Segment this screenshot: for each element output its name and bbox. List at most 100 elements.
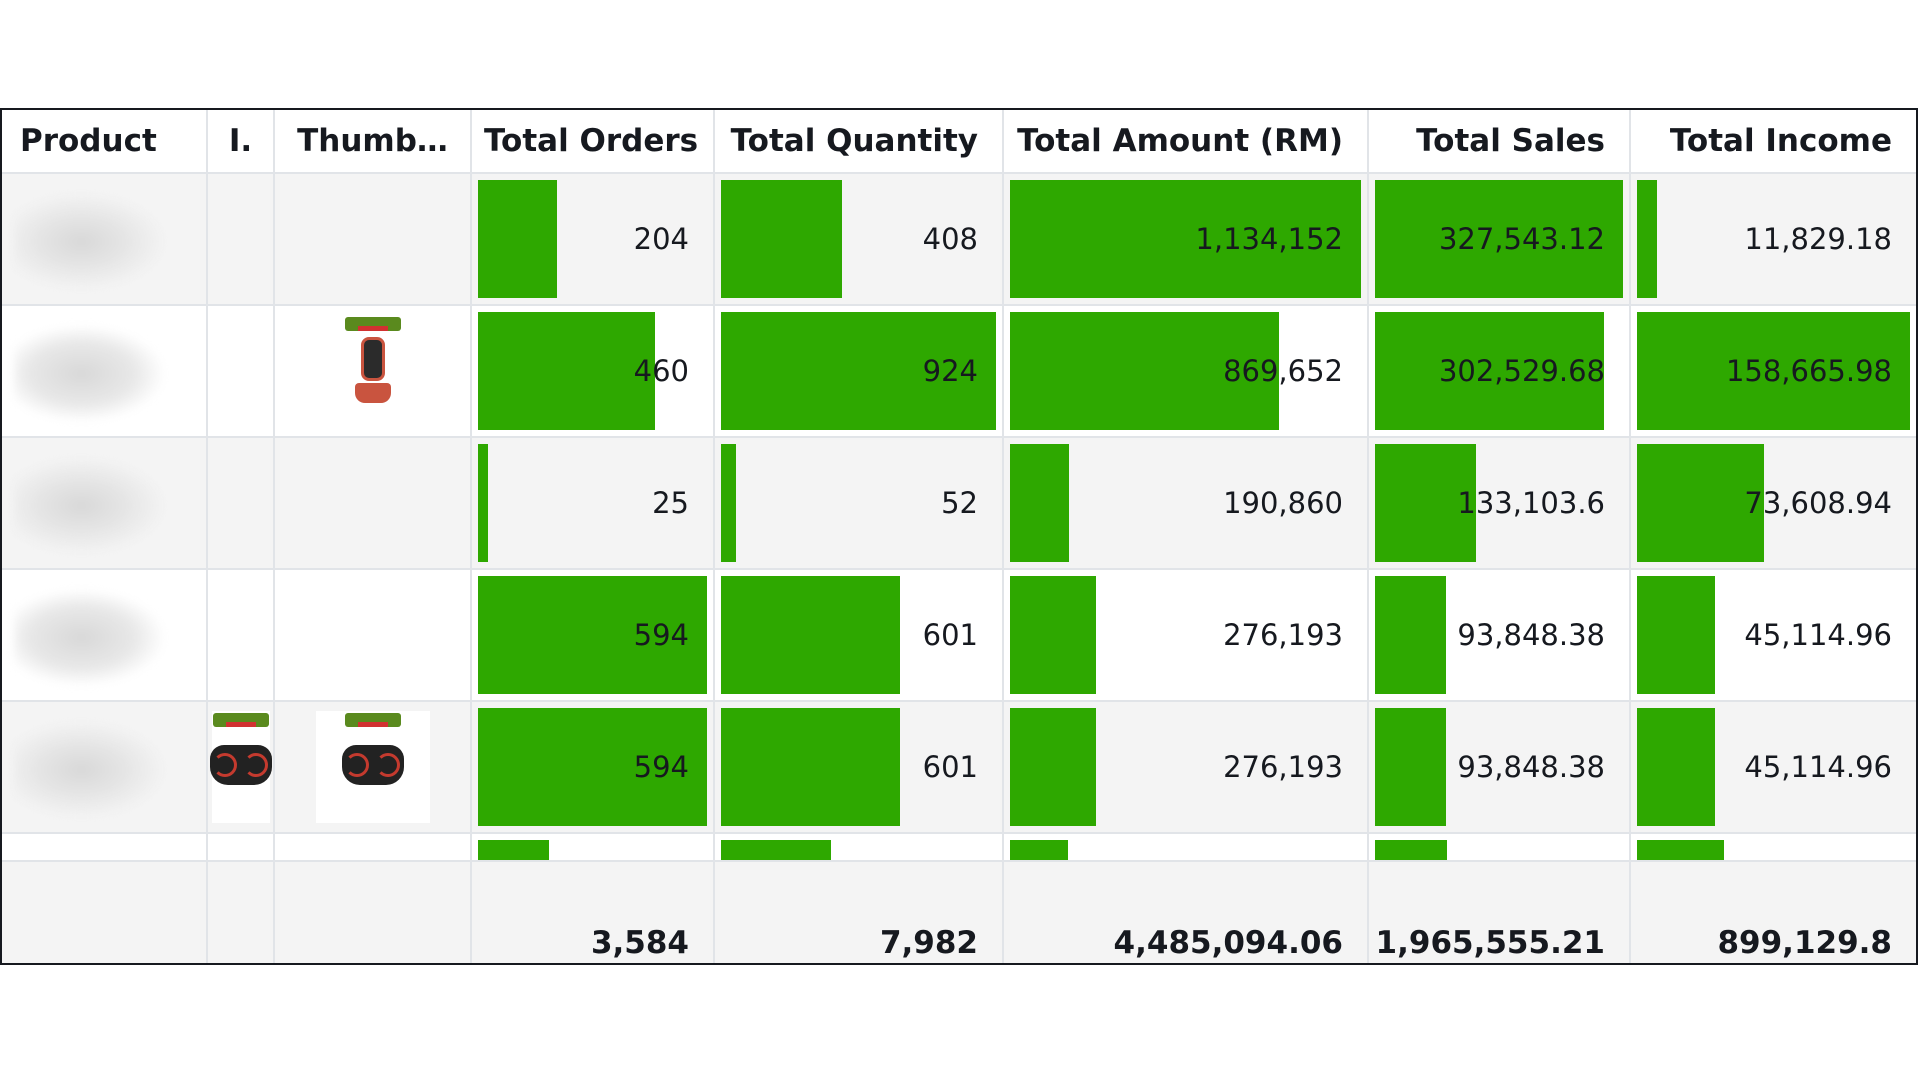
cell-sales: 327,543.12 (1368, 173, 1631, 306)
table-row[interactable]: 460 924 869,652 302,529.68 158,665.98 (2, 305, 1916, 438)
blurred-product-name (14, 458, 164, 553)
column-header-thumbnail[interactable]: Thumb… (274, 110, 472, 174)
column-header-total-sales[interactable]: Total Sales (1368, 110, 1631, 174)
image-cell (207, 437, 275, 570)
product-banner-badge (344, 713, 401, 727)
partial-table-row[interactable] (2, 833, 1916, 862)
image-cell (207, 569, 275, 702)
heat-ring-right (376, 753, 400, 777)
value-income: 73,608.94 (1744, 486, 1892, 520)
column-header-total-income[interactable]: Total Income (1630, 110, 1916, 174)
heat-ring-left (345, 753, 369, 777)
value-quantity: 601 (922, 750, 978, 784)
data-bar-orders (478, 708, 707, 826)
data-bar-quantity (721, 312, 996, 430)
empty-cell (207, 833, 275, 862)
data-bar-orders (478, 576, 707, 694)
massage-cushion-image (315, 711, 430, 823)
table-row[interactable]: 25 52 190,860 133,103.6 73,608.94 (2, 437, 1916, 570)
product-name-cell[interactable] (2, 173, 208, 306)
partial-cell-sales (1368, 833, 1631, 862)
cell-quantity: 601 (714, 569, 1004, 702)
cell-sales: 302,529.68 (1368, 305, 1631, 438)
value-orders: 594 (633, 750, 689, 784)
table-row[interactable]: 594 601 276,193 93,848.38 45,114.96 (2, 701, 1916, 834)
table-row[interactable]: 594 601 276,193 93,848.38 45,114.96 (2, 569, 1916, 702)
value-orders: 594 (633, 618, 689, 652)
thumbnail-frame (209, 711, 272, 823)
value-orders: 25 (652, 486, 689, 520)
cell-amount: 869,652 (1003, 305, 1369, 438)
table-row[interactable]: 204 408 1,134,152 327,543.12 11,829.18 (2, 173, 1916, 306)
value-amount: 190,860 (1223, 486, 1343, 520)
total-orders: 3,584 (471, 861, 715, 963)
empty-cell (274, 833, 472, 862)
value-quantity: 408 (922, 222, 978, 256)
cell-quantity: 52 (714, 437, 1004, 570)
cell-quantity: 924 (714, 305, 1004, 438)
empty-cell (2, 833, 208, 862)
empty-total-cell (2, 861, 208, 963)
partial-bar-sales (1375, 840, 1447, 860)
data-bar-orders (478, 180, 557, 298)
value-amount: 276,193 (1223, 750, 1343, 784)
column-header-image[interactable]: I. (207, 110, 275, 174)
value-orders: 204 (633, 222, 689, 256)
data-bar-income (1637, 708, 1715, 826)
value-income: 158,665.98 (1725, 354, 1892, 388)
cushion-shape (341, 745, 404, 785)
partial-cell-income (1630, 833, 1916, 862)
massage-seat-image (316, 315, 430, 427)
image-cell (207, 701, 275, 834)
data-bar-quantity (721, 180, 843, 298)
value-sales: 93,848.38 (1457, 750, 1605, 784)
thumbnail-cell (274, 701, 472, 834)
data-bar-income (1637, 576, 1715, 694)
cell-sales: 93,848.38 (1368, 569, 1631, 702)
column-header-total-quantity[interactable]: Total Quantity (714, 110, 1004, 174)
data-bar-orders (478, 312, 656, 430)
value-quantity: 601 (922, 618, 978, 652)
cell-amount: 276,193 (1003, 701, 1369, 834)
column-header-total-amount[interactable]: Total Amount (RM) (1003, 110, 1369, 174)
blurred-product-name (14, 194, 164, 289)
heat-ring-right (244, 753, 268, 777)
thumbnail-cell (274, 305, 472, 438)
partial-cell-amount (1003, 833, 1369, 862)
image-cell (207, 173, 275, 306)
data-bar-income (1637, 180, 1658, 298)
data-bar-amount (1010, 576, 1096, 694)
cell-sales: 93,848.38 (1368, 701, 1631, 834)
cell-orders: 25 (471, 437, 715, 570)
data-bar-amount (1010, 180, 1361, 298)
heat-ring-left (213, 753, 237, 777)
data-bar-sales (1375, 444, 1476, 562)
empty-total-cell (274, 861, 472, 963)
column-header-product[interactable]: Product (2, 110, 208, 174)
product-banner-badge (344, 317, 401, 331)
cushion-shape (209, 745, 272, 785)
total-income: 899,129.8 (1630, 861, 1916, 963)
total-quantity: 7,982 (714, 861, 1004, 963)
value-income: 45,114.96 (1744, 618, 1892, 652)
product-name-cell[interactable] (2, 701, 208, 834)
product-name-cell[interactable] (2, 569, 208, 702)
cell-orders: 204 (471, 173, 715, 306)
data-bar-quantity (721, 576, 900, 694)
data-bar-income (1637, 312, 1910, 430)
cell-orders: 594 (471, 569, 715, 702)
data-bar-amount (1010, 708, 1096, 826)
empty-total-cell (207, 861, 275, 963)
banner-stripe (357, 722, 388, 727)
thumbnail-cell (274, 437, 472, 570)
data-bar-income (1637, 444, 1764, 562)
cell-amount: 1,134,152 (1003, 173, 1369, 306)
value-amount: 276,193 (1223, 618, 1343, 652)
column-header-total-orders[interactable]: Total Orders (471, 110, 715, 174)
thumbnail-cell (274, 569, 472, 702)
product-name-cell[interactable] (2, 305, 208, 438)
header-row: Product I. Thumb… Total Orders Total Qua… (2, 110, 1916, 174)
seat-shape (354, 337, 391, 407)
product-name-cell[interactable] (2, 437, 208, 570)
partial-cell-orders (471, 833, 715, 862)
